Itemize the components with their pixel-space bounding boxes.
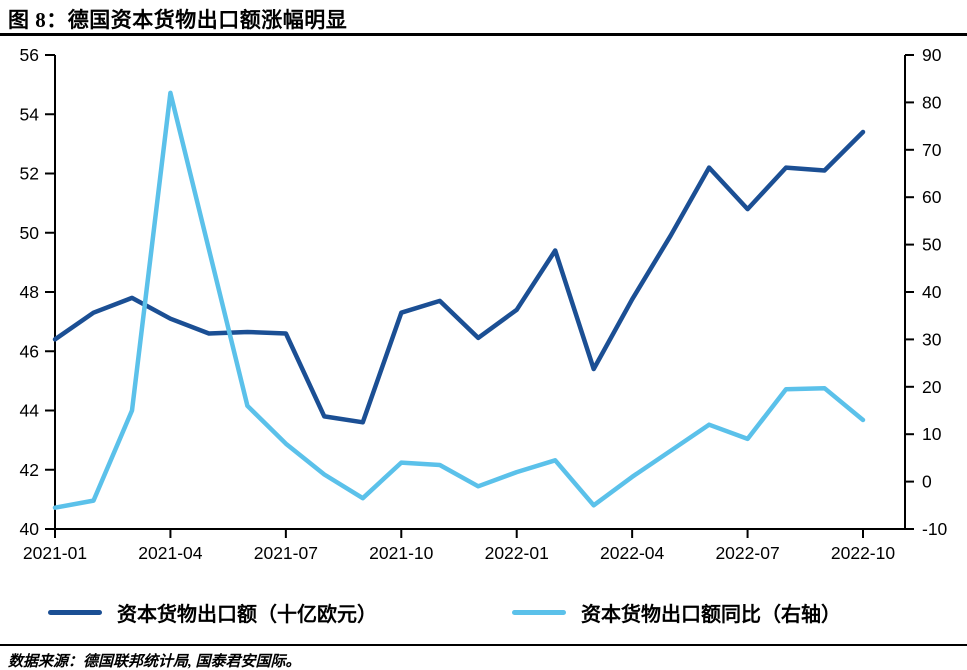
x-tick-label: 2021-07: [254, 543, 318, 563]
y-left-tick-label: 50: [20, 223, 40, 243]
figure-title: 图 8：德国资本货物出口额涨幅明显: [8, 8, 348, 32]
legend-label-yoy: 资本货物出口额同比（右轴）: [581, 603, 841, 626]
y-right-tick-label: 30: [922, 329, 942, 349]
source-note: 数据来源：德国联邦统计局, 国泰君安国际。: [8, 654, 301, 670]
x-tick-label: 2022-01: [485, 543, 549, 563]
x-tick-label: 2022-04: [600, 543, 664, 563]
y-left-tick-label: 48: [20, 282, 39, 302]
title-underline: 图 8：德国资本货物出口额涨幅明显: [0, 0, 967, 36]
y-left-tick-label: 54: [20, 104, 40, 124]
line-chart: 40 42 44 46 48 50 52 54 56 -10 0 10 20 30 40 50 60 70 80 90…: [20, 45, 948, 563]
y-left-tick-label: 52: [20, 164, 39, 184]
y-right-tick-label: 50: [922, 235, 942, 255]
y-left-tick-label: 40: [20, 519, 40, 539]
y-right-tick-label: 40: [922, 282, 942, 302]
y-right-tick-label: 90: [922, 45, 942, 65]
y-right-tick-label: 10: [922, 424, 942, 444]
y-left-tick-label: 44: [20, 401, 40, 421]
y-right-tick-label: -10: [922, 519, 948, 539]
legend-item-exports: 资本货物出口额（十亿欧元）: [48, 596, 377, 628]
y-left-tick-label: 56: [20, 45, 39, 65]
legend-item-yoy: 资本货物出口额同比（右轴）: [512, 596, 841, 628]
x-tick-label: 2022-07: [715, 543, 779, 563]
x-tick-label: 2022-10: [831, 543, 895, 563]
y-left-tick-label: 42: [20, 460, 39, 480]
legend-label-exports: 资本货物出口额（十亿欧元）: [117, 603, 377, 626]
y-right-tick-label: 20: [922, 377, 942, 397]
x-tick-label: 2021-01: [23, 543, 87, 563]
legend-swatch-yoy: [512, 609, 566, 615]
axis-frame: [54, 55, 906, 530]
x-tick-label: 2021-04: [138, 543, 202, 563]
legend: 资本货物出口额（十亿欧元） 资本货物出口额同比（右轴）: [0, 596, 967, 628]
y-right-tick-label: 60: [922, 187, 942, 207]
x-tick-label: 2021-10: [369, 543, 433, 563]
series-exports-line: [52, 129, 866, 425]
y-right-tick-label: 0: [922, 472, 932, 492]
y-left-tick-label: 46: [20, 341, 39, 361]
y-right-tick-label: 70: [922, 140, 942, 160]
series-yoy-line: [52, 90, 866, 510]
y-right-tick-label: 80: [922, 92, 942, 112]
footer-divider: 数据来源：德国联邦统计局, 国泰君安国际。: [0, 644, 967, 670]
legend-swatch-exports: [48, 609, 102, 615]
